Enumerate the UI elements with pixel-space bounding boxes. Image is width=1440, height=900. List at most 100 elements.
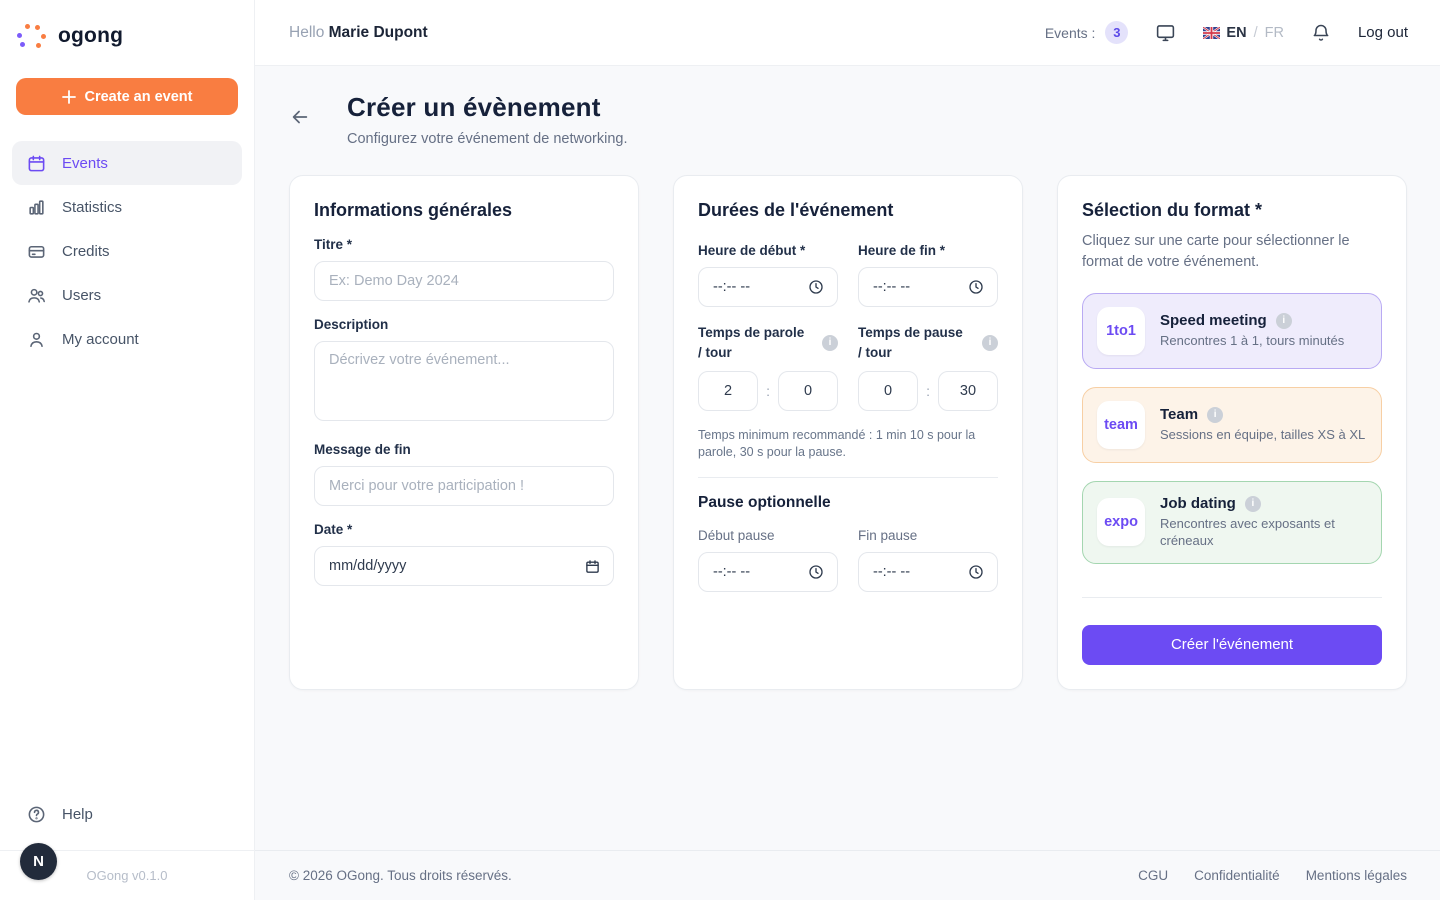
plus-icon: [61, 89, 76, 104]
sidebar-item-events[interactable]: Events: [12, 141, 242, 185]
description-textarea[interactable]: [314, 341, 614, 421]
speed-meeting-info-icon[interactable]: i: [1275, 312, 1292, 329]
logout-button[interactable]: Log out: [1357, 24, 1408, 41]
date-field-label: Date *: [314, 522, 353, 537]
format-option-info: Team i Sessions en équipe, tailles XS à …: [1160, 406, 1365, 444]
create-event-button[interactable]: Create an event: [16, 78, 238, 115]
page-titles: Créer un évènement Configurez votre évén…: [347, 92, 628, 147]
durations-divider: [698, 476, 998, 478]
pause-seconds-input[interactable]: 30: [937, 371, 999, 412]
job-dating-info-icon[interactable]: i: [1244, 495, 1261, 512]
sidebar-item-my-account[interactable]: My account: [12, 317, 242, 361]
events-count-badge: 3: [1105, 21, 1129, 44]
dev-badge[interactable]: N: [20, 843, 57, 880]
sidebar-item-label: Credits: [62, 242, 110, 260]
display-mode-button[interactable]: [1155, 22, 1176, 43]
start-time-placeholder: --:-- --: [713, 279, 751, 295]
sidebar-item-label: My account: [62, 330, 139, 348]
footer-link-cgu[interactable]: CGU: [1138, 868, 1169, 883]
format-option-speed-meeting[interactable]: 1to1 Speed meeting i Rencontres 1 à 1, t…: [1082, 293, 1382, 370]
1to1-tile-icon: 1to1: [1097, 307, 1145, 356]
general-info-title: Informations générales: [314, 200, 513, 220]
sidebar: ogong Create an event Events Statistics …: [0, 0, 255, 900]
credit-card-icon: [26, 241, 46, 261]
clock-icon[interactable]: [808, 564, 824, 580]
end-time-input[interactable]: --:-- --: [858, 267, 998, 307]
brand-logo: ogong: [0, 0, 254, 70]
pause-end-input[interactable]: --:-- --: [858, 551, 998, 592]
page-head: Créer un évènement Configurez votre évén…: [289, 92, 1407, 147]
pause-start-input[interactable]: --:-- --: [698, 551, 838, 592]
format-option-job-dating[interactable]: expo Job dating i Rencontres avec exposa…: [1082, 481, 1382, 564]
pause-end-label: Fin pause: [858, 527, 918, 543]
sidebar-item-users[interactable]: Users: [12, 273, 242, 317]
sidebar-version-bar: OGong v0.1.0: [0, 850, 254, 900]
clock-icon[interactable]: [808, 279, 824, 295]
time-colon: :: [926, 383, 930, 400]
talk-time-label: Temps de parole / tour: [698, 325, 805, 360]
talk-minutes-input[interactable]: 2: [698, 371, 759, 412]
start-time-input[interactable]: --:-- --: [698, 267, 838, 307]
language-switch[interactable]: EN / FR: [1203, 25, 1284, 41]
topbar: Hello Marie Dupont Events : 3 EN: [255, 0, 1440, 66]
end-time-label: Heure de fin *: [858, 243, 946, 258]
bell-icon: [1311, 23, 1331, 43]
description-field-label: Description: [314, 317, 389, 332]
pause-time-info-icon[interactable]: i: [982, 334, 998, 351]
calendar-picker-icon[interactable]: [585, 559, 600, 574]
help-circle-icon: [26, 804, 46, 824]
talk-time-inputs: 2 : 0: [698, 371, 839, 412]
create-event-submit-button[interactable]: Créer l'événement: [1082, 624, 1382, 665]
sidebar-item-label: Users: [62, 286, 102, 304]
title-input[interactable]: [314, 261, 614, 301]
lang-en[interactable]: EN: [1203, 24, 1247, 41]
greeting-hello: Hello: [289, 23, 325, 41]
end-message-input[interactable]: [314, 466, 614, 506]
page-subtitle: Configurez votre événement de networking…: [347, 131, 628, 147]
talk-seconds-input[interactable]: 0: [777, 371, 839, 412]
date-input[interactable]: mm/dd/yyyy: [314, 546, 614, 586]
format-option-team[interactable]: team Team i Sessions en équipe, tailles …: [1082, 387, 1382, 464]
talk-time-info-icon[interactable]: i: [822, 334, 838, 351]
bar-chart-icon: [26, 197, 46, 217]
sidebar-nav: Events Statistics Credits Users My accou…: [12, 141, 242, 361]
date-placeholder: mm/dd/yyyy: [329, 558, 407, 574]
brand-name: ogong: [58, 24, 124, 47]
user-icon: [26, 329, 46, 349]
page-content: Créer un évènement Configurez votre évén…: [255, 66, 1440, 850]
end-time-placeholder: --:-- --: [873, 279, 911, 295]
pause-start-label: Début pause: [698, 527, 775, 543]
ogong-dots-icon: [16, 22, 46, 50]
notifications-button[interactable]: [1311, 23, 1331, 43]
lang-fr[interactable]: FR: [1264, 24, 1284, 41]
sidebar-item-help[interactable]: Help: [12, 792, 242, 836]
create-event-label: Create an event: [84, 88, 193, 105]
format-selection-card: Sélection du format * Cliquez sur une ca…: [1057, 175, 1407, 690]
footer-link-confidentialite[interactable]: Confidentialité: [1194, 868, 1280, 883]
back-button[interactable]: [289, 106, 311, 128]
sidebar-item-credits[interactable]: Credits: [12, 229, 242, 273]
durations-title: Durées de l'événement: [698, 200, 894, 220]
topbar-actions: Events : 3 EN / FR: [1045, 21, 1408, 44]
events-counter: Events : 3: [1045, 21, 1129, 44]
team-info-icon[interactable]: i: [1207, 406, 1224, 423]
monitor-icon: [1155, 22, 1176, 43]
page-footer: © 2026 OGong. Tous droits réservés. CGU …: [255, 850, 1440, 900]
lang-en-label: EN: [1226, 24, 1247, 41]
calendar-icon: [26, 153, 46, 173]
user-name: Marie Dupont: [328, 23, 428, 41]
pause-minutes-input[interactable]: 0: [858, 371, 919, 412]
format-option-info: Speed meeting i Rencontres 1 à 1, tours …: [1160, 312, 1344, 350]
start-time-label: Heure de début *: [698, 243, 806, 258]
sidebar-item-label: Events: [62, 154, 108, 172]
optional-pause-title: Pause optionnelle: [698, 493, 831, 511]
main-area: Hello Marie Dupont Events : 3 EN: [255, 0, 1440, 900]
expo-tile-icon: expo: [1097, 498, 1145, 547]
footer-link-mentions-legales[interactable]: Mentions légales: [1305, 868, 1407, 883]
app-version: OGong v0.1.0: [86, 868, 168, 883]
footer-links: CGU Confidentialité Mentions légales: [1138, 868, 1407, 883]
clock-icon[interactable]: [968, 564, 984, 580]
sidebar-spacer: [0, 361, 254, 792]
clock-icon[interactable]: [968, 279, 984, 295]
sidebar-item-statistics[interactable]: Statistics: [12, 185, 242, 229]
